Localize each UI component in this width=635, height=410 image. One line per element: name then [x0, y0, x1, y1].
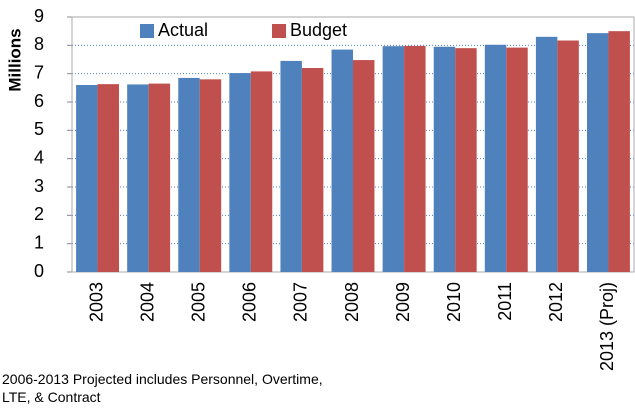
- bar: [97, 84, 120, 273]
- bar: [127, 84, 149, 272]
- y-tick-label: 6: [34, 91, 44, 111]
- bar: [404, 45, 426, 273]
- x-tick-label: 2005: [188, 282, 208, 322]
- bar: [353, 60, 375, 272]
- bar: [301, 68, 324, 272]
- bar: [250, 71, 273, 273]
- bar: [557, 40, 579, 273]
- x-tick-label: 2012: [546, 282, 566, 322]
- y-tick-label: 8: [34, 34, 44, 54]
- bar: [148, 83, 171, 272]
- x-tick-label: 2010: [444, 282, 464, 322]
- bar: [506, 47, 528, 272]
- x-tick-label: 2003: [86, 282, 106, 322]
- bar: [484, 44, 507, 273]
- y-tick-label: 1: [34, 232, 44, 252]
- bar: [586, 33, 609, 273]
- y-tick-label: 9: [34, 6, 44, 26]
- bar: [433, 46, 456, 272]
- x-tick-label: 2006: [240, 282, 260, 322]
- bar: [199, 79, 222, 272]
- footnote: 2006-2013 Projected includes Personnel, …: [2, 371, 323, 405]
- x-tick-label: 2009: [393, 282, 413, 322]
- bar: [280, 60, 302, 272]
- bar: [178, 77, 200, 273]
- legend-label: Budget: [290, 20, 347, 40]
- bar: [608, 31, 630, 272]
- y-tick-label: 0: [34, 261, 44, 281]
- legend-label: Actual: [158, 20, 208, 40]
- x-tick-label: 2011: [495, 282, 515, 321]
- bar: [229, 73, 251, 272]
- y-tick-label: 7: [34, 62, 44, 82]
- x-tick-label: 2013 (Proj): [597, 282, 617, 371]
- bar: [331, 49, 353, 273]
- bar: [382, 46, 405, 272]
- y-tick-label: 5: [34, 119, 44, 139]
- x-tick-label: 2008: [342, 282, 362, 322]
- legend-swatch: [272, 24, 286, 38]
- x-tick-label: 2004: [137, 282, 157, 322]
- bar: [455, 48, 477, 272]
- y-tick-label: 3: [34, 176, 44, 196]
- x-tick-label: 2007: [291, 282, 311, 322]
- bar: [76, 85, 98, 272]
- legend-swatch: [140, 24, 154, 38]
- y-tick-label: 2: [34, 204, 44, 224]
- bar: [535, 36, 558, 273]
- y-axis-label: Millions: [5, 28, 24, 91]
- y-tick-label: 4: [34, 147, 44, 167]
